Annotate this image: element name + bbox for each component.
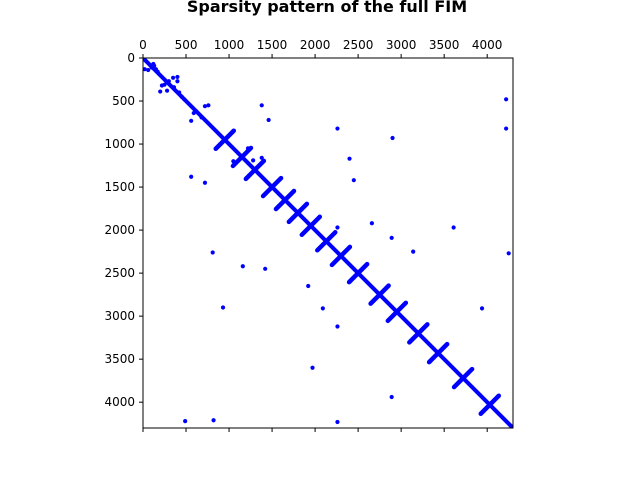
data-point-16 — [177, 90, 182, 95]
data-point-4 — [152, 63, 157, 68]
y-tick-label-7: 3500 — [104, 352, 135, 366]
data-point-9 — [162, 82, 167, 87]
block-cross-9 — [346, 261, 370, 285]
data-point-44 — [506, 251, 511, 256]
data-point-48 — [306, 283, 311, 289]
data-point-18 — [182, 97, 187, 102]
data-point-17 — [179, 94, 184, 99]
data-point-26 — [266, 117, 271, 123]
data-point-49 — [320, 306, 325, 311]
data-point-30 — [245, 146, 251, 151]
data-point-25 — [259, 103, 264, 108]
x-tick-label-3: 1500 — [257, 38, 288, 52]
data-point-57 — [335, 419, 340, 425]
block-cross-1 — [230, 145, 254, 169]
block-cross-6 — [299, 214, 323, 238]
block-cross-7 — [315, 230, 338, 253]
data-point-13 — [171, 85, 177, 90]
data-point-14 — [175, 74, 180, 80]
block-cross-15 — [478, 393, 502, 417]
plot-marks — [143, 58, 513, 428]
data-point-15 — [175, 79, 180, 84]
data-point-19 — [189, 118, 194, 123]
y-tick-label-4: 2000 — [104, 223, 135, 237]
data-point-54 — [389, 394, 394, 400]
block-cross-13 — [426, 341, 450, 365]
data-point-51 — [220, 305, 226, 310]
diagonal-band — [143, 58, 513, 428]
data-point-22 — [199, 115, 204, 120]
data-point-42 — [411, 249, 416, 254]
data-point-38 — [504, 126, 509, 131]
x-tick-label-1: 500 — [175, 38, 198, 52]
data-point-46 — [240, 264, 245, 269]
data-point-28 — [202, 180, 208, 185]
y-tick-label-8: 4000 — [104, 395, 135, 409]
y-tick-label-2: 1000 — [104, 137, 135, 151]
data-point-50 — [335, 324, 340, 329]
data-point-27 — [189, 174, 194, 179]
data-point-24 — [206, 103, 211, 108]
data-point-12 — [171, 75, 176, 80]
data-point-52 — [479, 306, 485, 311]
data-point-53 — [310, 365, 315, 370]
data-point-43 — [451, 225, 456, 230]
data-point-56 — [211, 418, 216, 423]
x-tick-label-8: 4000 — [472, 38, 503, 52]
plot-frame — [142, 57, 514, 429]
data-point-0 — [143, 67, 147, 72]
block-cross-8 — [329, 244, 353, 268]
block-cross-4 — [273, 188, 297, 212]
data-point-29 — [231, 159, 236, 164]
block-cross-5 — [286, 201, 310, 225]
data-point-32 — [259, 155, 264, 160]
data-point-23 — [202, 104, 208, 109]
data-point-41 — [389, 235, 394, 240]
block-cross-2 — [243, 158, 267, 182]
y-tick-label-0: 0 — [127, 51, 135, 65]
data-point-55 — [183, 419, 188, 424]
block-cross-0 — [213, 128, 236, 151]
block-cross-10 — [368, 283, 391, 306]
x-tick-label-2: 1000 — [214, 38, 245, 52]
x-tick-label-0: 0 — [139, 38, 147, 52]
axes: 0 500 1000 1500 2000 2500 3000 3500 4000 0 500 1000… — [104, 38, 514, 432]
x-tick-label-7: 3500 — [429, 38, 460, 52]
block-cross-11 — [385, 300, 409, 324]
y-tick-label-3: 1500 — [104, 180, 135, 194]
chart-title: Sparsity pattern of the full FIM — [187, 0, 467, 16]
x-tick-label-6: 3000 — [386, 38, 417, 52]
data-point-21 — [194, 109, 199, 114]
y-tick-label-1: 500 — [112, 94, 135, 108]
data-point-36 — [390, 135, 395, 141]
data-point-47 — [263, 266, 268, 271]
data-point-40 — [369, 221, 374, 226]
data-point-6 — [155, 69, 160, 74]
data-point-10 — [164, 88, 170, 93]
data-point-39 — [335, 225, 340, 230]
data-point-35 — [351, 178, 356, 183]
data-point-1 — [146, 67, 151, 73]
y-tick-label-6: 3000 — [104, 309, 135, 323]
data-point-37 — [504, 97, 509, 102]
block-cross-12 — [407, 322, 430, 345]
data-point-31 — [251, 158, 256, 163]
data-point-45 — [210, 250, 215, 255]
data-point-33 — [335, 126, 340, 131]
y-tick-label-5: 2500 — [104, 266, 135, 280]
block-cross-14 — [451, 366, 475, 390]
x-tick-label-4: 2000 — [300, 38, 331, 52]
block-cross-3 — [260, 175, 284, 199]
data-point-34 — [347, 156, 352, 161]
x-tick-label-5: 2500 — [343, 38, 374, 52]
data-point-11 — [166, 79, 171, 84]
data-point-7 — [158, 89, 163, 94]
